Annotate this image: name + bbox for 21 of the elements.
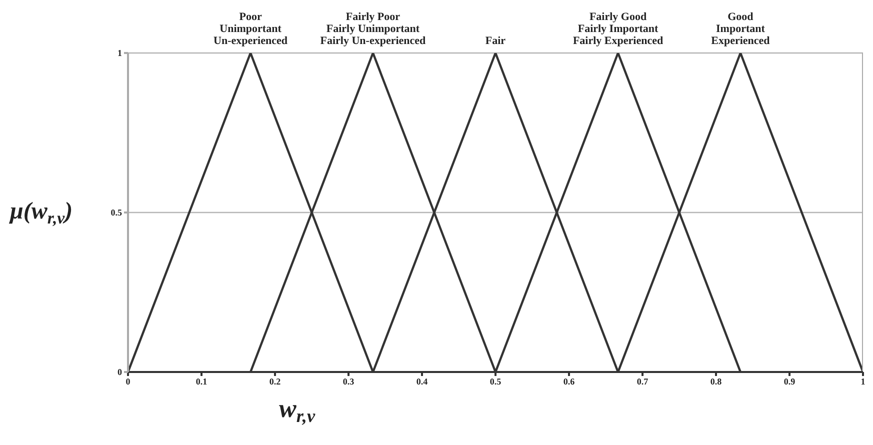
y-tick-label: 1 [118, 48, 122, 58]
annotation: Poor Unimportant Un-experienced [214, 11, 288, 47]
x-tick-label: 0.9 [784, 376, 796, 386]
annotation: Fair [485, 35, 506, 47]
x-tick-label: 0.8 [710, 376, 722, 386]
x-tick-label: 0 [126, 376, 131, 386]
annotation: Fairly Poor Fairly Unimportant Fairly Un-experienced [320, 11, 426, 47]
y-axis-title: μ(w$_{r,v}$) [8, 198, 73, 228]
y-tick-label: 0.5 [110, 208, 122, 218]
y-tick-label: 0 [118, 367, 122, 378]
x-tick-label: 1 [860, 376, 866, 386]
x-tick-label: 0.6 [563, 376, 576, 386]
x-tick-label: 0.3 [342, 376, 355, 386]
x-tick-label: 0.4 [416, 376, 428, 386]
x-tick-label: 0.1 [196, 376, 208, 386]
annotation: Good Important Experienced [711, 11, 770, 47]
x-tick-label: 0.2 [269, 376, 282, 386]
x-tick-label: 0.7 [636, 376, 649, 386]
annotation: Fairly Good Fairly Important Fairly Experienced [572, 11, 664, 47]
x-axis-title: w$_{r,v}$ [279, 394, 316, 426]
x-tick-label: 0.5 [490, 376, 502, 386]
